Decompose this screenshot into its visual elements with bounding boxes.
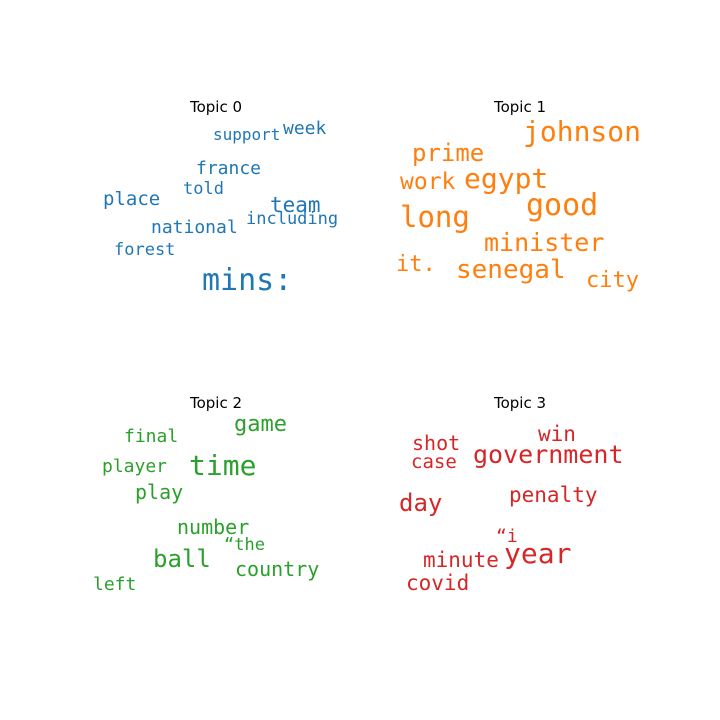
cloud-word: number: [177, 515, 250, 539]
word-cloud: johnson prime work egypt good long minister it.…: [360, 98, 680, 348]
cloud-word: week: [283, 118, 327, 139]
topic-panel: Topic 0 support week france told place team inc…: [56, 98, 376, 348]
cloud-word: covid: [406, 571, 470, 595]
word-cloud: game final player time play number “the ball cou…: [56, 394, 376, 644]
cloud-word: time: [189, 449, 257, 482]
word-cloud: support week france told place team including n…: [56, 98, 376, 348]
topic-panel: Topic 2 game final player time play number “the…: [56, 394, 376, 644]
cloud-word: play: [135, 480, 184, 504]
topic-panel: Topic 1 johnson prime work egypt good long mini…: [360, 98, 680, 348]
cloud-word: win: [538, 422, 576, 446]
cloud-word: france: [196, 158, 262, 179]
cloud-word: country: [235, 557, 320, 581]
cloud-word: team: [270, 193, 321, 217]
cloud-word: mins:: [202, 263, 293, 298]
cloud-word: including: [246, 209, 339, 229]
cloud-word: “i: [496, 526, 518, 547]
cloud-word: minute: [423, 548, 499, 572]
cloud-word: “the: [224, 535, 265, 555]
cloud-word: national: [151, 217, 238, 238]
cloud-word: government: [473, 440, 624, 469]
topic-title: Topic 1: [493, 98, 547, 116]
cloud-word: left: [93, 574, 137, 595]
cloud-word: prime: [412, 139, 485, 167]
cloud-word: minister: [484, 228, 605, 257]
cloud-word: shot: [412, 431, 461, 455]
cloud-word: support: [213, 125, 281, 144]
cloud-word: senegal: [456, 255, 566, 285]
cloud-word: long: [400, 200, 470, 234]
cloud-word: case: [411, 451, 457, 473]
cloud-word: game: [234, 412, 287, 437]
cloud-word: egypt: [464, 162, 549, 195]
topic-title: Topic 0: [189, 98, 243, 116]
cloud-word: johnson: [523, 115, 642, 148]
topic-panel: Topic 3 win shot case government day penalty “i…: [360, 394, 680, 644]
cloud-word: city: [586, 268, 639, 293]
cloud-word: final: [124, 426, 179, 447]
cloud-word: forest: [114, 240, 176, 260]
cloud-word: ball: [153, 545, 211, 573]
cloud-word: good: [526, 188, 599, 223]
cloud-word: day: [399, 489, 443, 517]
cloud-word: player: [102, 456, 168, 477]
topic-title: Topic 2: [189, 394, 243, 412]
word-cloud: win shot case government day penalty “i minute y…: [360, 394, 680, 644]
cloud-word: place: [103, 188, 161, 210]
cloud-word: work: [400, 169, 456, 195]
cloud-word: told: [183, 179, 224, 199]
cloud-word: year: [504, 537, 572, 570]
cloud-word: penalty: [509, 483, 598, 507]
topic-title: Topic 3: [493, 394, 547, 412]
cloud-word: it.: [396, 252, 436, 277]
